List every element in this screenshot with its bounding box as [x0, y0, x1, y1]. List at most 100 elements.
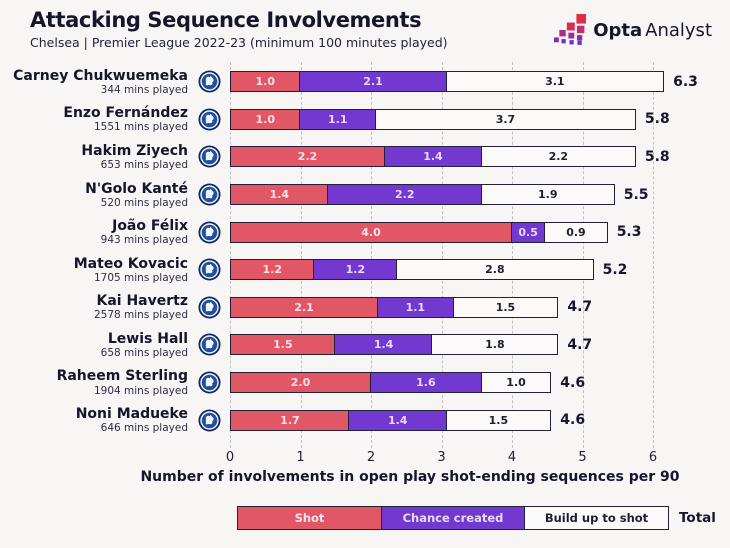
- bar-segment-shot: 4.0: [230, 221, 512, 243]
- bar-segment-chance: 1.1: [376, 296, 455, 318]
- bar-segment-shot: 1.0: [230, 108, 301, 130]
- stacked-bar: 1.4 2.2 1.9 5.5: [230, 184, 730, 206]
- club-badge: [188, 108, 230, 131]
- bar-segment-chance: 1.1: [299, 108, 377, 130]
- bar-segment-shot: 2.2: [230, 146, 386, 168]
- opta-squares-icon: [554, 14, 587, 45]
- x-tick: 5: [578, 450, 587, 465]
- bar-segment-buildup: 1.5: [445, 409, 552, 431]
- bar-segment-buildup: 0.9: [544, 221, 608, 243]
- bar-segment-buildup: 1.0: [480, 372, 552, 394]
- player-label-block: Raheem Sterling 1904 mins played: [0, 368, 188, 396]
- gridline: [230, 62, 231, 448]
- player-minutes: 344 mins played: [100, 83, 188, 96]
- club-badge: [188, 145, 230, 169]
- bar-total: 5.5: [623, 186, 649, 203]
- bar-segment-buildup: 2.2: [480, 146, 636, 168]
- player-name: Mateo Kovacic: [73, 255, 188, 272]
- x-tick: 4: [507, 450, 517, 465]
- gridlines: [230, 62, 654, 448]
- bar-segment-chance: 0.5: [510, 221, 546, 243]
- club-badge: [188, 183, 230, 206]
- bar-segment-shot: 1.4: [230, 184, 329, 206]
- player-minutes: 658 mins played: [100, 346, 188, 359]
- club-badge: [188, 296, 230, 319]
- player-row: Hakim Ziyech 653 mins played 2.2 1.4 2.2 5.8: [0, 138, 730, 176]
- player-row: Mateo Kovacic 1705 mins played 1.2 1.2 2.8 5.…: [0, 251, 730, 289]
- club-badge: [188, 371, 230, 394]
- club-badge: [188, 70, 230, 93]
- player-minutes: 1551 mins played: [93, 121, 188, 134]
- player-name: N'Golo Kanté: [85, 180, 188, 197]
- bar-segment-buildup: 1.9: [480, 184, 615, 206]
- player-name: Enzo Fernández: [63, 105, 188, 122]
- bar-segment-shot: 1.7: [230, 409, 350, 431]
- player-row: N'Golo Kanté 520 mins played 1.4 2.2 1.9 5.5: [0, 176, 730, 214]
- bar-total: 5.3: [616, 224, 642, 241]
- bar-segment-chance: 2.1: [299, 71, 448, 93]
- stacked-bar: 1.0 2.1 3.1 6.3: [230, 71, 730, 93]
- bar-total: 4.6: [560, 374, 586, 391]
- player-minutes: 653 mins played: [100, 159, 188, 171]
- stacked-bar: 2.1 1.1 1.5 4.7: [230, 296, 730, 318]
- x-tick: 3: [437, 450, 446, 465]
- x-tick: 0: [225, 450, 235, 465]
- stacked-bar: 2.0 1.6 1.0 4.6: [230, 372, 730, 394]
- player-minutes: 1705 mins played: [93, 271, 188, 284]
- player-row: Carney Chukwuemeka 344 mins played 1.0 2.1 3…: [0, 63, 730, 101]
- bar-total: 5.2: [602, 261, 628, 278]
- gridline: [653, 62, 654, 448]
- chelsea-badge-icon: [197, 371, 221, 394]
- bar-segment-buildup: 1.5: [452, 296, 559, 318]
- gridline: [512, 62, 513, 448]
- bar-segment-buildup: 3.1: [445, 71, 665, 93]
- bar-segment-buildup: 2.8: [396, 259, 594, 281]
- player-minutes: 943 mins played: [100, 234, 188, 247]
- x-axis-ticks: 0 1 2 3 4 5 6: [226, 450, 657, 466]
- player-minutes: 646 mins played: [100, 422, 188, 435]
- chelsea-badge-icon: [197, 296, 221, 319]
- bar-total: 5.8: [644, 111, 670, 128]
- chelsea-badge-icon: [197, 108, 221, 131]
- bar-segment-buildup: 3.7: [375, 108, 636, 130]
- player-minutes: 520 mins played: [100, 196, 188, 209]
- player-name: Carney Chukwuemeka: [13, 67, 188, 84]
- player-label-block: Noni Madueke 646 mins played: [0, 406, 188, 434]
- bar-rows: Carney Chukwuemeka 344 mins played 1.0 2.1 3…: [0, 63, 730, 439]
- player-row: Raheem Sterling 1904 mins played 2.0 1.6 1.0…: [0, 364, 730, 402]
- player-name: Hakim Ziyech: [81, 142, 188, 159]
- club-badge: [188, 409, 230, 432]
- gridline: [371, 62, 372, 448]
- club-badge: [188, 258, 230, 281]
- player-name: João Félix: [112, 218, 188, 235]
- bar-segment-shot: 1.2: [230, 259, 315, 281]
- bar-segment-buildup: 1.8: [431, 334, 559, 356]
- gridline: [582, 62, 584, 448]
- stacked-bar: 2.2 1.4 2.2 5.8: [230, 146, 730, 168]
- player-row: João Félix 943 mins played 4.0 0.5 0.9 5.3: [0, 213, 730, 251]
- chelsea-badge-icon: [197, 258, 221, 281]
- bar-segment-shot: 1.0: [230, 71, 301, 93]
- player-label-block: Kai Havertz 2578 mins played: [0, 293, 188, 321]
- bar-total: 4.7: [567, 336, 593, 353]
- brand-analyst: Analyst: [645, 19, 712, 41]
- x-axis-label: Number of involvements in open play shot…: [140, 469, 680, 485]
- player-row: Noni Madueke 646 mins played 1.7 1.4 1.5 4.6: [0, 401, 730, 439]
- chelsea-badge-icon: [197, 221, 221, 244]
- x-tick: 1: [296, 450, 305, 465]
- club-badge: [188, 221, 230, 244]
- player-label-block: Enzo Fernández 1551 mins played: [0, 105, 188, 133]
- legend: Shot Chance created Build up to shot Tot…: [237, 506, 716, 530]
- club-badge: [188, 333, 230, 356]
- legend-build-up-to-shot: Build up to shot: [524, 506, 669, 530]
- bar-total: 5.8: [644, 148, 670, 165]
- player-name: Lewis Hall: [107, 330, 188, 347]
- gridline: [441, 62, 443, 448]
- player-name: Noni Madueke: [75, 406, 188, 423]
- player-name: Raheem Sterling: [56, 368, 188, 385]
- bar-segment-chance: 2.2: [327, 184, 483, 206]
- stacked-bar: 1.7 1.4 1.5 4.6: [230, 409, 730, 431]
- bar-segment-chance: 1.6: [369, 372, 483, 394]
- bar-total: 6.3: [673, 73, 698, 90]
